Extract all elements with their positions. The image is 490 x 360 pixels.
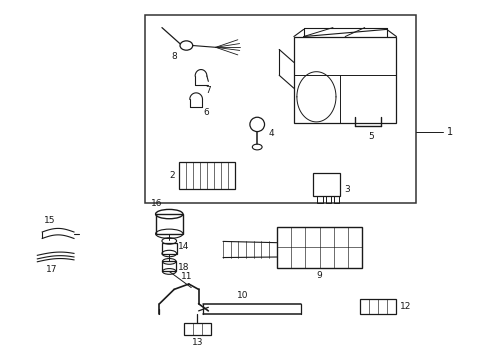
Bar xyxy=(360,300,396,315)
Text: 12: 12 xyxy=(399,302,411,311)
Bar xyxy=(184,323,211,335)
Bar xyxy=(277,226,362,268)
Text: 11: 11 xyxy=(181,272,192,281)
Text: 7: 7 xyxy=(205,86,211,95)
Bar xyxy=(294,37,396,123)
Text: 14: 14 xyxy=(178,242,190,251)
Bar xyxy=(326,196,331,203)
Text: 2: 2 xyxy=(169,171,174,180)
Text: 13: 13 xyxy=(192,338,203,347)
Bar xyxy=(318,196,323,203)
Text: 4: 4 xyxy=(268,129,274,138)
Text: 18: 18 xyxy=(178,264,190,273)
Text: 10: 10 xyxy=(237,291,248,300)
Bar xyxy=(334,196,339,203)
Text: 15: 15 xyxy=(44,216,55,225)
Bar xyxy=(179,162,235,189)
Bar xyxy=(156,214,183,234)
Bar xyxy=(162,261,176,271)
Bar xyxy=(162,243,176,253)
Text: 9: 9 xyxy=(317,271,322,280)
Bar xyxy=(314,173,340,196)
Text: 5: 5 xyxy=(368,132,374,141)
Text: 1: 1 xyxy=(447,127,453,137)
Text: 8: 8 xyxy=(172,52,177,61)
Text: 16: 16 xyxy=(151,199,163,208)
Text: 3: 3 xyxy=(345,185,350,194)
Text: 6: 6 xyxy=(203,108,209,117)
Bar xyxy=(145,15,416,203)
Text: 17: 17 xyxy=(46,265,58,274)
